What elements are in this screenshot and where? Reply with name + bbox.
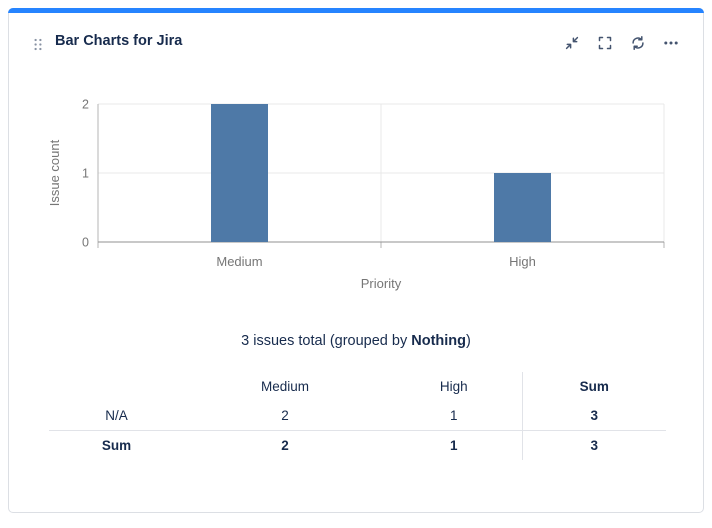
y-axis-title: Issue count: [47, 139, 62, 206]
summary-prefix: 3 issues total (grouped by: [241, 333, 412, 349]
toolbar: [564, 35, 679, 51]
table-row: N/A 2 1 3: [49, 401, 666, 431]
table-cell: 3: [521, 430, 666, 460]
x-category-label: High: [509, 254, 536, 269]
table-row: Sum 2 1 3: [49, 430, 666, 460]
drag-handle-icon[interactable]: [33, 38, 43, 51]
summary-group-by: Nothing: [411, 333, 466, 349]
summary-table-body: N/A 2 1 3 Sum 2 1 3: [49, 401, 666, 460]
table-cell: Sum: [49, 430, 184, 460]
table-header-cell: [49, 372, 184, 401]
more-icon[interactable]: [663, 35, 679, 51]
fullscreen-icon[interactable]: [597, 35, 613, 51]
table-header-cell: Sum: [521, 372, 666, 401]
table-cell: N/A: [105, 408, 128, 423]
gadget-card: Bar Charts for Jira: [8, 8, 704, 513]
table-cell: 1: [386, 430, 522, 460]
y-tick-label: 0: [82, 236, 89, 250]
table-cell: 1: [449, 408, 458, 423]
x-category-label: Medium: [216, 254, 262, 269]
chart-area: 0 1 2 Medium High Priority Issue count: [9, 94, 705, 304]
chart-bar-medium[interactable]: [211, 104, 268, 242]
x-axis-title: Priority: [361, 276, 402, 291]
accent-bar: [8, 8, 704, 13]
bar-chart: 0 1 2 Medium High Priority Issue count: [47, 98, 665, 291]
y-tick-label: 1: [82, 167, 89, 181]
refresh-icon[interactable]: [630, 35, 646, 51]
summary-line: 3 issues total (grouped by Nothing): [9, 329, 703, 353]
collapse-icon[interactable]: [564, 35, 580, 51]
chart-bar-high[interactable]: [494, 173, 551, 242]
table-cell: 3: [521, 401, 666, 431]
summary-table: Medium High Sum N/A 2 1 3 Sum 2 1 3: [49, 372, 666, 460]
table-header-cell: High: [439, 379, 468, 394]
table-cell: 2: [184, 430, 386, 460]
gadget-title: Bar Charts for Jira: [55, 33, 183, 49]
table-header-cell: Medium: [260, 379, 309, 394]
table-header-row: Medium High Sum: [49, 372, 666, 401]
summary-suffix: ): [466, 333, 471, 349]
y-tick-label: 2: [82, 98, 89, 112]
table-cell: 2: [281, 408, 289, 423]
